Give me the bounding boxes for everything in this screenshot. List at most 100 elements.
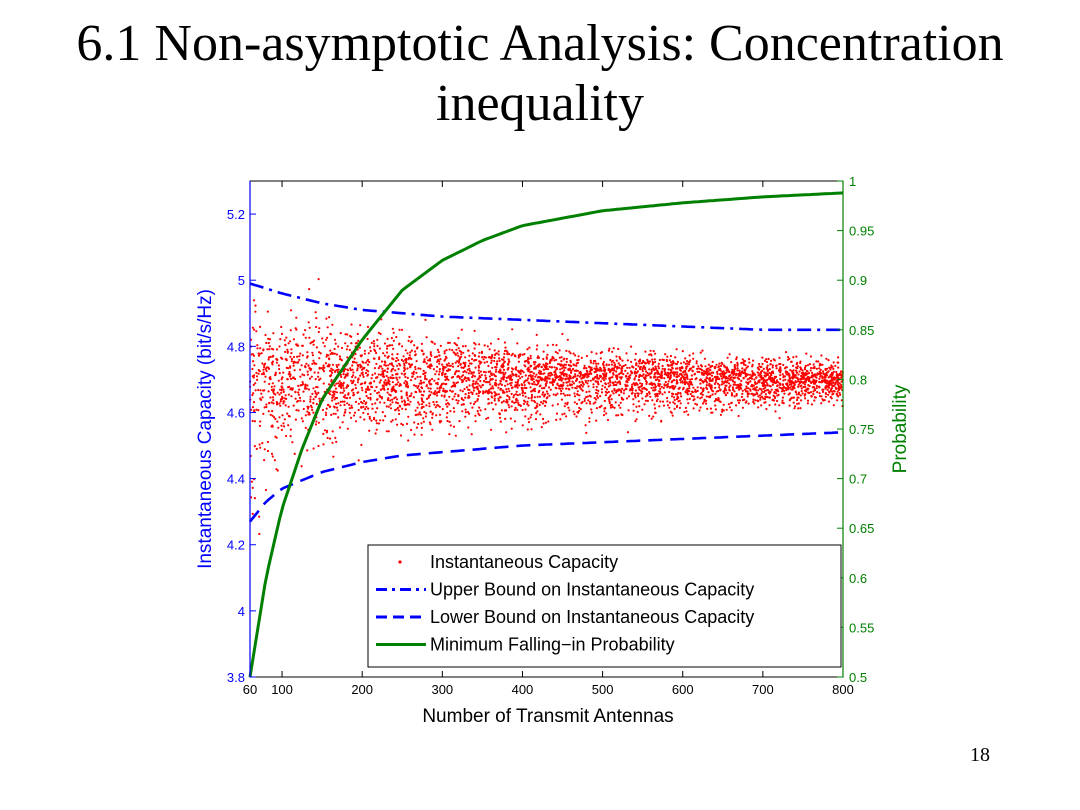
scatter-point	[697, 365, 700, 368]
scatter-point	[746, 382, 750, 385]
scatter-point	[738, 384, 742, 387]
scatter-point	[589, 361, 593, 364]
scatter-point	[494, 366, 497, 369]
scatter-point	[756, 392, 759, 396]
scatter-point	[779, 383, 782, 386]
scatter-point	[637, 394, 640, 398]
scatter-point	[510, 370, 513, 373]
scatter-point	[419, 413, 422, 416]
scatter-point	[430, 354, 433, 357]
scatter-point	[804, 397, 807, 400]
scatter-point	[705, 387, 709, 390]
scatter-point	[340, 375, 343, 378]
scatter-point	[824, 392, 828, 395]
scatter-point	[497, 337, 500, 341]
scatter-point	[747, 402, 750, 405]
scatter-point	[692, 399, 695, 402]
x-tick-label: 200	[351, 682, 373, 697]
scatter-point	[760, 392, 763, 395]
scatter-point	[488, 375, 491, 378]
scatter-point	[664, 353, 667, 356]
scatter-point	[685, 410, 688, 413]
scatter-point	[527, 404, 530, 407]
scatter-point	[703, 400, 706, 403]
scatter-point	[258, 532, 261, 536]
scatter-point	[581, 385, 584, 388]
scatter-point	[733, 395, 736, 398]
scatter-point	[432, 392, 435, 395]
scatter-point	[635, 405, 638, 408]
scatter-point	[766, 378, 769, 381]
scatter-point	[460, 350, 463, 354]
scatter-point	[386, 337, 389, 341]
scatter-point	[833, 390, 836, 393]
scatter-point	[772, 358, 775, 361]
y2-tick-label: 0.5	[849, 670, 867, 685]
scatter-point	[743, 369, 746, 373]
scatter-point	[306, 384, 309, 387]
scatter-point	[532, 361, 536, 364]
scatter-point	[738, 378, 741, 381]
scatter-point	[688, 363, 691, 366]
scatter-point	[581, 389, 584, 392]
scatter-point	[837, 356, 840, 359]
scatter-point	[753, 402, 756, 405]
scatter-point	[386, 388, 390, 391]
scatter-point	[381, 387, 384, 390]
scatter-point	[505, 431, 508, 434]
scatter-point	[569, 361, 572, 364]
scatter-point	[659, 383, 662, 386]
scatter-point	[479, 362, 482, 365]
scatter-point	[661, 358, 664, 361]
scatter-point	[725, 381, 728, 384]
scatter-point	[815, 367, 819, 370]
scatter-point	[438, 354, 441, 357]
scatter-point	[289, 377, 293, 380]
scatter-point	[724, 394, 727, 397]
scatter-point	[307, 321, 310, 324]
scatter-point	[394, 360, 398, 363]
scatter-point	[752, 400, 755, 403]
scatter-point	[293, 369, 296, 372]
scatter-point	[624, 388, 627, 391]
scatter-point	[498, 396, 501, 399]
scatter-point	[584, 424, 587, 427]
scatter-point	[474, 343, 477, 346]
scatter-point	[286, 351, 289, 354]
scatter-point	[506, 353, 509, 356]
scatter-point	[492, 408, 495, 411]
scatter-point	[590, 368, 594, 371]
scatter-point	[777, 390, 780, 393]
scatter-point	[251, 375, 254, 378]
scatter-point	[251, 326, 254, 329]
scatter-point	[529, 374, 532, 377]
scatter-point	[322, 443, 325, 446]
scatter-point	[348, 403, 351, 406]
scatter-point	[610, 369, 613, 372]
scatter-point	[641, 408, 644, 411]
scatter-point	[364, 391, 368, 394]
scatter-point	[657, 367, 661, 370]
scatter-point	[676, 360, 680, 363]
scatter-point	[783, 392, 786, 395]
scatter-point	[314, 378, 317, 381]
scatter-point	[352, 374, 355, 377]
scatter-point	[342, 382, 345, 385]
scatter-point	[668, 401, 672, 404]
scatter-point	[802, 385, 805, 389]
scatter-point	[622, 364, 625, 368]
scatter-point	[615, 414, 618, 417]
scatter-point	[745, 385, 748, 388]
scatter-point	[287, 342, 290, 345]
scatter-point	[608, 395, 612, 398]
scatter-point	[278, 372, 281, 375]
scatter-point	[510, 381, 513, 384]
scatter-point	[438, 368, 441, 371]
scatter-point	[502, 368, 506, 371]
scatter-point	[797, 393, 801, 396]
scatter-point	[541, 417, 545, 421]
scatter-point	[405, 385, 408, 388]
scatter-point	[379, 379, 382, 382]
scatter-point	[595, 407, 599, 410]
scatter-point	[670, 395, 674, 398]
